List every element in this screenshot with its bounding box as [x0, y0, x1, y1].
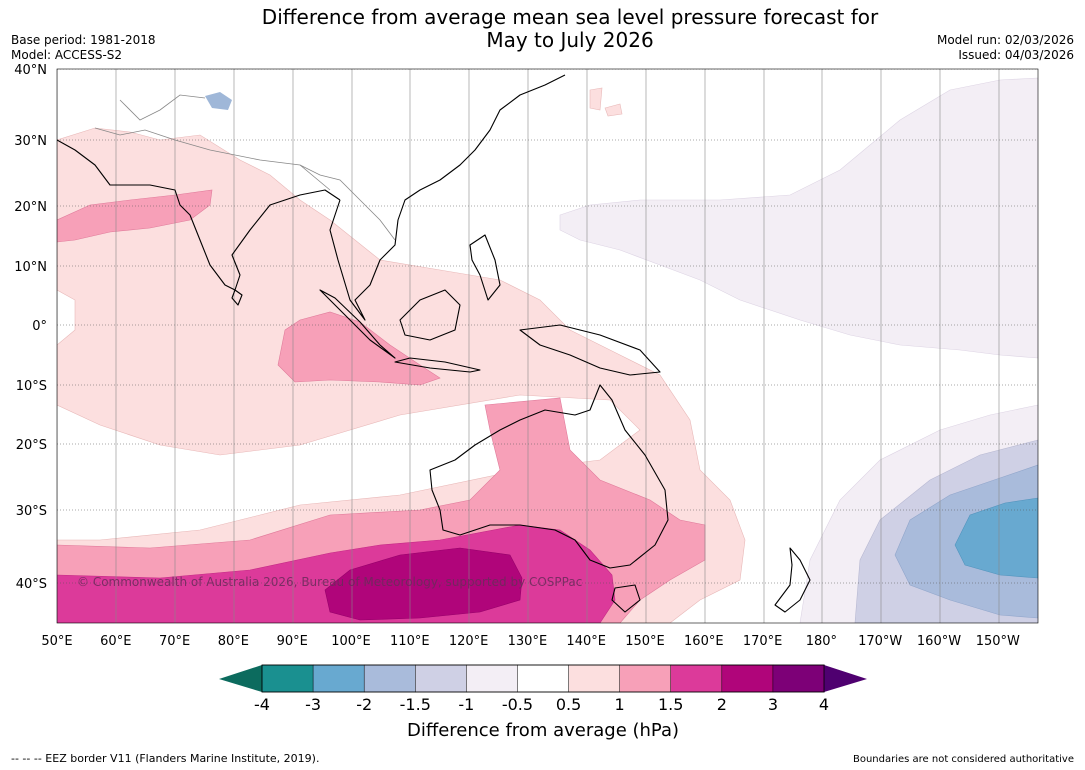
lon-label: 90°E: [277, 634, 308, 649]
lon-label: 60°E: [100, 634, 131, 649]
lon-label: 120°E: [449, 634, 489, 649]
title-line-2: May to July 2026: [486, 28, 654, 52]
colorbar: -4 -3 -2 -1.5 -1 -0.5 0.5 1 1.5 2 3 4 Difference fr…: [219, 664, 867, 741]
footer-boundaries-note: Boundaries are not considered authoritat…: [852, 754, 1074, 765]
lat-label: 20°N: [14, 200, 47, 215]
lat-label: 40°N: [14, 63, 47, 78]
lon-label: 160°W: [917, 634, 961, 649]
colorbar-segment: [721, 664, 774, 693]
colorbar-segment: [261, 664, 314, 693]
colorbar-segment: [312, 664, 365, 693]
colorbar-segment: [517, 664, 570, 693]
base-period: Base period: 1981-2018: [11, 33, 156, 47]
lat-label: 0°: [32, 319, 47, 334]
coast-borneo: [399, 289, 461, 341]
anomaly-field-1-1.5-arabian: [57, 189, 213, 243]
colorbar-segment: [363, 664, 417, 693]
colorbar-tick-label: 2: [717, 695, 727, 714]
anomaly-field-2-3: [324, 547, 523, 621]
coast-sri-lanka: [231, 289, 243, 306]
model-run: Model run: 02/03/2026: [936, 33, 1074, 47]
lat-label: 30°N: [14, 134, 47, 149]
colorbar-segment: [670, 664, 723, 693]
colorbar-tick-label: -1: [458, 695, 474, 714]
colorbar-tick-label: 4: [819, 695, 829, 714]
lon-label: 150°E: [625, 634, 665, 649]
issued-date: Issued: 04/03/2026: [958, 48, 1074, 62]
lon-label: 110°E: [390, 634, 430, 649]
anomaly-field-minus-0.5-1-north-pacific: [559, 77, 1038, 359]
coast-india: [57, 139, 341, 291]
colorbar-tick-label: 0.5: [556, 695, 581, 714]
lat-label: 10°N: [14, 260, 47, 275]
map-area: [57, 69, 1038, 623]
colorbar-tick-label: 3: [768, 695, 778, 714]
colorbar-tick-label: -0.5: [502, 695, 533, 714]
lat-label: 20°S: [16, 438, 47, 453]
anomaly-field-minus-2-3: [954, 497, 1038, 579]
lon-label: 80°E: [218, 634, 249, 649]
lat-label: 10°S: [16, 379, 47, 394]
lat-label: 40°S: [16, 577, 47, 592]
lon-label: 70°E: [159, 634, 190, 649]
lon-label: 180°: [806, 634, 837, 649]
colorbar-tick-label: -1.5: [400, 695, 431, 714]
lon-label: 170°E: [743, 634, 783, 649]
colorbar-over-arrow: [824, 665, 867, 692]
coastlines: [57, 74, 811, 613]
lat-label: 30°S: [16, 504, 47, 519]
colorbar-outline: [261, 664, 825, 693]
colorbar-tick-label: 1: [615, 695, 625, 714]
lon-label: 140°E: [566, 634, 606, 649]
footer-eez-note: -- -- -- EEZ border V11 (Flanders Marine…: [11, 752, 320, 765]
lon-label: 170°W: [858, 634, 902, 649]
lon-label: 130°E: [508, 634, 548, 649]
colorbar-segment: [568, 664, 621, 693]
colorbar-title: Difference from average (hPa): [407, 720, 679, 741]
coast-sumatra: [319, 289, 396, 359]
anomaly-field-minus-small-tibet: [205, 92, 232, 110]
colorbar-segment: [466, 664, 519, 693]
title-line-1: Difference from average mean sea level p…: [261, 5, 879, 29]
colorbar-tick-label: -2: [356, 695, 372, 714]
lon-label: 100°E: [331, 634, 371, 649]
country-borders: [94, 94, 396, 241]
colorbar-tick-label: -3: [305, 695, 321, 714]
latitude-labels: 40°N 30°N 20°N 10°N 0° 10°S 20°S 30°S 40°S: [14, 63, 47, 592]
coast-australia: [429, 384, 669, 569]
colorbar-segment: [772, 664, 825, 693]
colorbar-segment: [415, 664, 468, 693]
colorbar-segment: [619, 664, 672, 693]
anomaly-field-1-1.5-indonesia: [277, 311, 441, 386]
longitude-labels: 50°E 60°E 70°E 80°E 90°E 100°E 110°E 120°E 130°E…: [41, 634, 1020, 649]
lon-label: 150°W: [976, 634, 1020, 649]
model-name: Model: ACCESS-S2: [11, 48, 123, 62]
colorbar-tick-label: -4: [254, 695, 270, 714]
anomaly-field-0.5-1-north: [589, 87, 623, 117]
meridians: [57, 69, 1000, 623]
lon-label: 50°E: [41, 634, 72, 649]
map-frame: [56, 68, 1039, 624]
coast-new-guinea: [519, 324, 661, 376]
lon-label: 160°E: [684, 634, 724, 649]
colorbar-tick-label: 1.5: [658, 695, 683, 714]
coast-java: [394, 357, 481, 373]
coast-tasmania: [611, 584, 641, 613]
coast-new-zealand: [774, 547, 811, 613]
colorbar-under-arrow: [219, 665, 262, 692]
coast-se-asia: [329, 74, 566, 321]
coast-philippines: [469, 234, 501, 301]
copyright-text: © Commonwealth of Australia 2026, Bureau…: [77, 575, 582, 589]
